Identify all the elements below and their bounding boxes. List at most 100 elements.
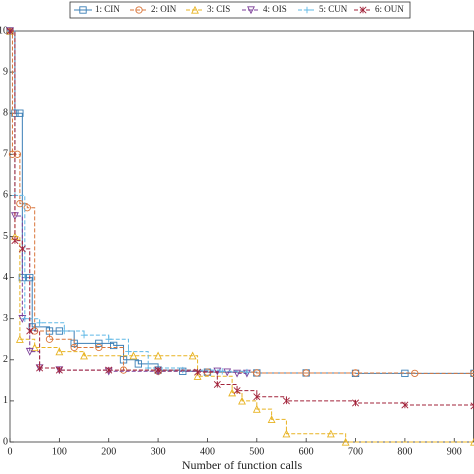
marker xyxy=(341,437,350,446)
marker xyxy=(238,396,246,405)
marker xyxy=(470,437,474,446)
marker xyxy=(25,347,34,356)
marker xyxy=(351,369,360,377)
y-tick-label: 1 xyxy=(3,395,8,406)
marker xyxy=(191,5,199,14)
y-tick-label: 8 xyxy=(3,107,8,118)
x-axis-label: Number of function calls xyxy=(182,458,303,472)
marker xyxy=(302,369,310,377)
x-tick-label: 200 xyxy=(101,446,116,457)
marker xyxy=(253,369,261,377)
y-tick-label: 6 xyxy=(3,190,8,201)
marker xyxy=(55,366,63,374)
marker xyxy=(134,360,142,368)
legend-label: 2: OIN xyxy=(151,4,177,14)
marker xyxy=(267,415,276,424)
marker xyxy=(352,399,360,407)
marker xyxy=(45,335,54,343)
x-tick-label: 100 xyxy=(52,446,67,457)
series-line xyxy=(10,30,474,374)
marker xyxy=(252,404,261,413)
marker xyxy=(30,343,39,352)
x-tick-label: 400 xyxy=(200,446,215,457)
x-tick-label: 300 xyxy=(151,446,166,457)
marker xyxy=(135,6,143,14)
marker xyxy=(228,388,237,397)
legend-label: 3: CIS xyxy=(207,4,230,14)
marker xyxy=(15,335,24,343)
marker xyxy=(233,369,241,378)
marker xyxy=(119,366,128,374)
marker xyxy=(11,237,19,245)
marker xyxy=(61,327,68,335)
marker xyxy=(80,331,88,339)
marker xyxy=(79,6,87,14)
y-tick-label: 5 xyxy=(3,231,8,242)
marker xyxy=(213,380,221,388)
marker xyxy=(213,367,222,376)
marker xyxy=(36,364,44,372)
marker xyxy=(36,319,43,327)
marker xyxy=(129,351,138,360)
marker xyxy=(253,393,261,401)
marker xyxy=(95,343,103,352)
marker xyxy=(194,368,202,376)
marker xyxy=(359,6,367,14)
series-line xyxy=(10,30,474,443)
marker xyxy=(23,204,31,212)
plot-frame xyxy=(9,30,474,443)
marker xyxy=(28,323,36,331)
marker xyxy=(247,6,255,15)
x-tick-label: 800 xyxy=(397,446,412,457)
marker xyxy=(13,150,22,158)
series-line xyxy=(10,30,474,374)
y-tick-label: 3 xyxy=(3,313,8,324)
marker xyxy=(219,368,226,375)
x-tick-label: 600 xyxy=(299,446,314,457)
y-tick-label: 10 xyxy=(0,25,8,36)
marker xyxy=(282,429,291,438)
series-line xyxy=(10,30,474,406)
legend-label: 1: CIN xyxy=(95,4,120,14)
series-line xyxy=(10,30,248,373)
marker xyxy=(188,351,197,360)
marker xyxy=(411,369,419,378)
marker xyxy=(105,336,112,343)
marker xyxy=(8,150,17,158)
marker xyxy=(80,351,88,360)
marker xyxy=(223,368,232,377)
marker xyxy=(21,315,29,322)
legend-box xyxy=(69,1,411,19)
y-tick-label: 7 xyxy=(3,149,8,160)
x-tick-label: 900 xyxy=(447,446,462,457)
y-tick-label: 0 xyxy=(3,436,8,447)
marker xyxy=(70,343,78,352)
x-tick-label: 700 xyxy=(348,446,363,457)
marker xyxy=(6,27,14,35)
marker xyxy=(326,429,335,438)
marker xyxy=(243,368,251,376)
marker xyxy=(26,273,34,282)
y-tick-label: 4 xyxy=(3,272,8,283)
marker xyxy=(105,366,113,374)
marker xyxy=(470,402,474,410)
legend-label: 6: OUN xyxy=(375,4,404,14)
marker xyxy=(18,245,26,253)
marker xyxy=(401,401,409,409)
legend-label: 4: OIS xyxy=(263,4,287,14)
marker xyxy=(110,341,118,350)
marker xyxy=(26,327,34,335)
series-line xyxy=(10,30,247,374)
y-tick-label: 2 xyxy=(3,354,8,365)
marker xyxy=(16,199,24,208)
marker xyxy=(303,6,311,14)
marker xyxy=(193,372,202,380)
marker xyxy=(154,351,163,360)
marker xyxy=(233,387,241,395)
y-tick-label: 9 xyxy=(3,66,8,77)
marker xyxy=(16,109,24,117)
legend: 1: CIN 2: OIN 3: CIS 4: OIS 5: CUN 6: OUN xyxy=(69,1,411,19)
marker xyxy=(154,366,162,374)
marker xyxy=(95,339,103,348)
